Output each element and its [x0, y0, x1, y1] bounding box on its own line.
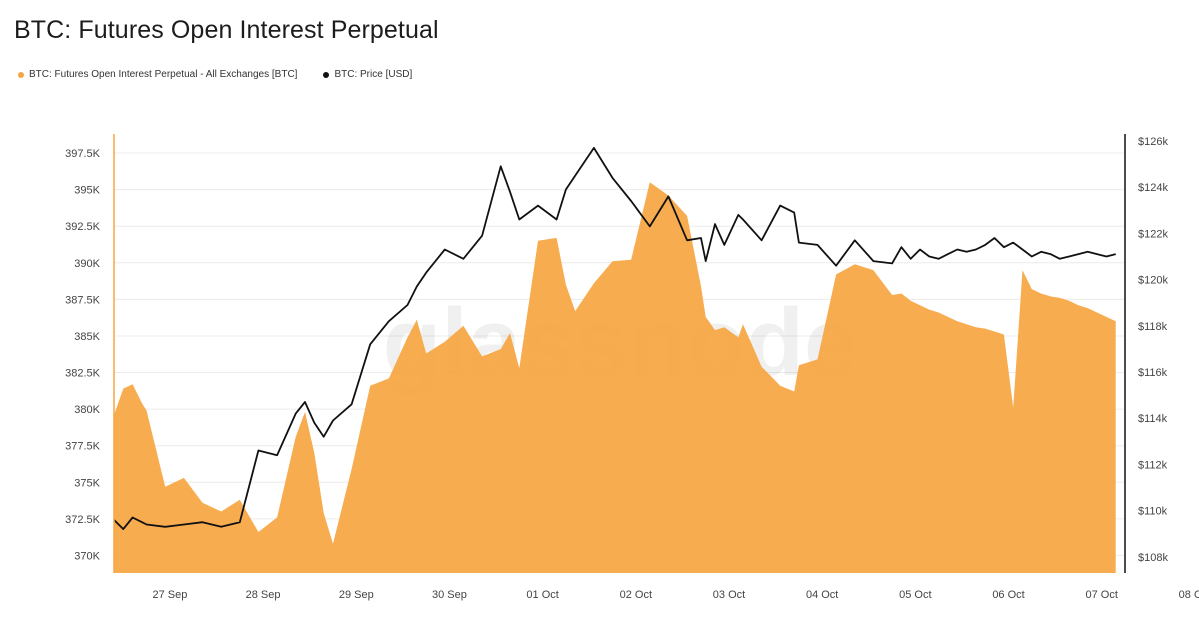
y-right-tick-label: $114k	[1138, 413, 1168, 425]
y-right-tick-label: $110k	[1138, 506, 1168, 518]
series-layer	[113, 147, 1116, 574]
x-tick-label: 03 Oct	[713, 589, 745, 601]
legend-item-open-interest[interactable]: BTC: Futures Open Interest Perpetual - A…	[18, 69, 297, 80]
y-left-tick-label: 385K	[74, 331, 100, 343]
x-tick-label: 02 Oct	[620, 589, 652, 601]
price-line	[113, 147, 1116, 530]
y-right-tick-label: $116k	[1138, 367, 1168, 379]
legend-label-open-interest: BTC: Futures Open Interest Perpetual - A…	[29, 69, 298, 80]
y-left-tick-label: 397.5K	[65, 148, 101, 160]
y-left-tick-label: 390K	[74, 258, 100, 270]
y-left-tick-label: 392.5K	[65, 221, 101, 233]
legend: BTC: Futures Open Interest Perpetual - A…	[18, 69, 412, 80]
y-left-tick-label: 377.5K	[65, 441, 101, 453]
x-tick-label: 01 Oct	[526, 589, 558, 601]
x-tick-label: 27 Sep	[152, 589, 187, 601]
y-left-tick-label: 395K	[74, 185, 100, 197]
y-left-tick-label: 387.5K	[65, 294, 101, 306]
y-left-tick-label: 380K	[74, 404, 100, 416]
y-left-tick-label: 370K	[74, 550, 100, 562]
y-right-tick-label: $120k	[1138, 275, 1168, 287]
y-right-tick-label: $122k	[1138, 228, 1168, 240]
y-right-tick-label: $124k	[1138, 182, 1168, 194]
legend-swatch-price	[323, 71, 330, 78]
y-left-tick-label: 375K	[74, 477, 100, 489]
y-left-tick-label: 382.5K	[65, 368, 101, 380]
legend-item-price[interactable]: BTC: Price [USD]	[323, 69, 412, 80]
x-tick-label: 30 Sep	[432, 589, 467, 601]
x-tick-label: 29 Sep	[339, 589, 374, 601]
x-tick-label: 07 Oct	[1086, 589, 1118, 601]
legend-swatch-open-interest	[18, 71, 24, 78]
chart-title: BTC: Futures Open Interest Perpetual	[14, 16, 439, 44]
y-right-tick-label: $118k	[1138, 321, 1168, 333]
y-right-tick-label: $126k	[1138, 136, 1168, 148]
x-tick-label: 06 Oct	[992, 589, 1024, 601]
y-right-tick-label: $112k	[1138, 459, 1168, 471]
tick-labels: 370K 372.5K 375K 377.5K 380K 382.5K 385K 387.5K…	[65, 136, 1199, 601]
x-tick-label: 04 Oct	[806, 589, 838, 601]
open-interest-area	[114, 182, 1116, 574]
x-tick-label: 28 Sep	[246, 589, 281, 601]
axes	[113, 134, 1126, 573]
y-right-tick-label: $108k	[1138, 552, 1168, 564]
x-tick-label: 08 Oct	[1179, 589, 1199, 601]
y-left-tick-label: 372.5K	[65, 514, 101, 526]
legend-label-price: BTC: Price [USD]	[334, 69, 413, 80]
x-tick-label: 05 Oct	[899, 589, 931, 601]
